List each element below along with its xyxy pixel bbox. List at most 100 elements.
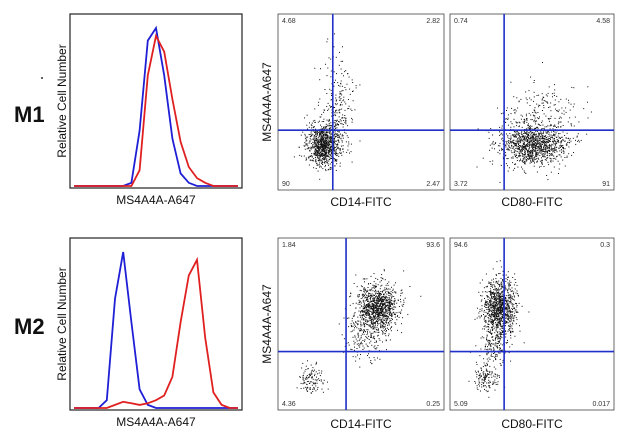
scatter-m1-cd14-point xyxy=(342,114,344,116)
scatter-m1-cd14-point xyxy=(342,100,344,102)
scatter-m1-cd80-point xyxy=(525,91,527,93)
scatter-m1-cd14-point xyxy=(321,133,323,135)
scatter-m1-cd80-point xyxy=(524,163,525,165)
scatter-m1-cd80-point xyxy=(541,157,542,159)
scatter-m1-cd80-point xyxy=(528,112,530,114)
scatter-m1-cd14-point xyxy=(315,155,317,157)
scatter-m1-cd14-point xyxy=(313,126,315,128)
scatter-m2-cd14-point xyxy=(377,318,379,319)
scatter-m2-cd14-point xyxy=(315,361,317,363)
scatter-m1-cd80-point xyxy=(507,114,509,116)
scatter-m2-cd80-point xyxy=(498,294,500,296)
scatter-m2-cd80-point xyxy=(496,309,498,311)
scatter-m1-cd14-point xyxy=(339,93,341,95)
scatter-m2-cd14-point xyxy=(377,331,379,333)
scatter-m1-cd80-point xyxy=(518,149,520,151)
scatter-m1-cd80-point xyxy=(501,138,503,140)
scatter-m1-cd14-point xyxy=(335,149,337,150)
scatter-m1-cd80-point xyxy=(577,133,579,135)
scatter-m1-cd14-point xyxy=(334,103,336,105)
scatter-m1-cd14-point xyxy=(324,128,326,130)
scatter-m1-cd80-point xyxy=(565,107,567,109)
scatter-m2-cd80-point xyxy=(501,298,503,300)
scatter-m2-cd14-point xyxy=(378,294,379,296)
scatter-m2-cd14-point xyxy=(368,339,370,340)
scatter-m2-cd14-point xyxy=(316,388,318,390)
scatter-m1-cd14-point xyxy=(322,157,324,159)
scatter-m1-cd14-point xyxy=(324,154,326,156)
scatter-m1-cd14-point xyxy=(323,149,325,151)
scatter-m1-cd14-point xyxy=(304,133,306,135)
scatter-m1-cd14-point xyxy=(314,145,316,147)
scatter-m1-cd80-point xyxy=(510,138,512,139)
scatter-m2-cd80-point xyxy=(500,313,502,315)
scatter-m1-cd80-point xyxy=(518,148,520,150)
scatter-m2-cd80-point xyxy=(502,359,504,361)
scatter-m2-cd80-point xyxy=(490,315,492,317)
scatter-m2-cd14-point xyxy=(364,294,365,296)
scatter-m2-cd80-point xyxy=(509,284,511,286)
scatter-m1-cd80-point xyxy=(544,153,546,155)
scatter-m2-cd80-point xyxy=(498,315,500,317)
scatter-m1-cd80-frame xyxy=(449,13,615,191)
scatter-m1-cd80-point xyxy=(538,133,540,135)
scatter-m2-cd14-point xyxy=(375,306,377,308)
scatter-m1-cd80-point xyxy=(545,115,547,117)
scatter-m2-cd14-point xyxy=(368,296,369,298)
scatter-m1-cd80-point xyxy=(543,100,545,101)
scatter-m2-cd80-point xyxy=(499,273,501,274)
scatter-m1-cd80-point xyxy=(514,112,516,114)
scatter-m1-cd14-point xyxy=(335,104,337,106)
scatter-m2-cd80-point xyxy=(508,308,510,310)
scatter-m1-cd14-point xyxy=(331,106,332,108)
scatter-m2-cd14-point xyxy=(371,344,373,346)
scatter-m1-cd80-point xyxy=(530,154,532,156)
scatter-m2-cd14-point xyxy=(363,311,364,313)
scatter-m1-cd80-point xyxy=(548,150,550,151)
scatter-m1-cd80-point xyxy=(516,155,518,156)
scatter-m2-cd80-point xyxy=(493,310,495,311)
scatter-m1-cd14-point xyxy=(315,132,317,134)
scatter-m1-cd80-point xyxy=(572,106,574,108)
scatter-m1-cd14-point xyxy=(319,79,321,81)
scatter-m2-cd80-point xyxy=(514,288,516,290)
scatter-m2-cd14-point xyxy=(394,322,396,324)
scatter-m2-cd14-point xyxy=(366,294,368,296)
scatter-m1-cd80-point xyxy=(538,144,540,146)
scatter-m1-cd80-point xyxy=(538,146,539,148)
scatter-m1-cd80-point xyxy=(550,138,551,140)
scatter-m2-cd80-point xyxy=(487,364,488,366)
scatter-m1-cd80-point xyxy=(560,144,562,146)
scatter-m1-cd80-point xyxy=(537,140,539,142)
scatter-m2-cd14-point xyxy=(397,329,398,331)
scatter-m1-cd14-point xyxy=(322,155,324,157)
scatter-m2-cd80-point xyxy=(484,328,485,330)
scatter-m1-cd80-point xyxy=(547,150,549,152)
scatter-m1-cd80-point xyxy=(518,145,520,147)
scatter-m1-cd80-point xyxy=(505,118,507,120)
scatter-m2-cd14-point xyxy=(353,313,355,315)
scatter-m2-cd14-point xyxy=(353,340,355,342)
scatter-m1-cd80-point xyxy=(529,131,531,133)
scatter-m1-cd14-point xyxy=(315,143,317,145)
scatter-m2-cd80-point xyxy=(502,323,504,324)
scatter-m2-cd14-point xyxy=(385,331,387,333)
scatter-m1-cd14-point xyxy=(320,124,321,126)
scatter-m2-cd14-point xyxy=(367,329,369,331)
scatter-m1-cd80-point xyxy=(518,152,520,154)
scatter-m1-cd14-point xyxy=(336,144,338,146)
scatter-m1-cd14-point xyxy=(327,152,329,153)
scatter-m1-cd80-point xyxy=(563,113,565,115)
scatter-m2-cd14-point xyxy=(393,308,395,310)
scatter-m2-cd80-point xyxy=(491,333,492,335)
scatter-m1-cd14-point xyxy=(335,56,337,58)
scatter-m2-cd14-point xyxy=(383,323,385,325)
scatter-m2-cd14-point xyxy=(302,362,304,364)
scatter-m1-cd80-point xyxy=(563,150,564,152)
scatter-m2-cd80-point xyxy=(493,301,495,303)
scatter-m1-cd80-point xyxy=(524,137,526,139)
scatter-m1-cd80-point xyxy=(528,152,530,154)
scatter-m2-cd14-point xyxy=(372,305,374,306)
scatter-m2-cd80-point xyxy=(490,345,491,347)
scatter-m2-cd80-point xyxy=(498,273,500,275)
